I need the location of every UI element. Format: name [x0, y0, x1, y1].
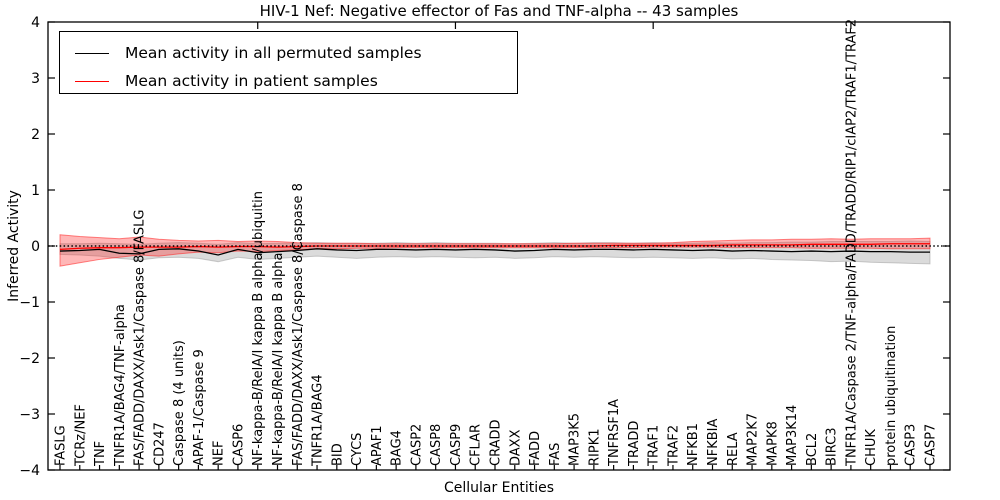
x-tick-label: TRAF2: [666, 425, 681, 467]
permuted-line-sample: [75, 52, 109, 54]
y-tick-label: 4: [31, 15, 40, 31]
x-tick-label: FAS/FADD/DAXX/Ask1/Caspase 8/FASLG: [133, 210, 148, 466]
x-tick-label: DAXX: [508, 429, 523, 466]
x-tick-label: MAPK8: [765, 421, 780, 466]
x-tick-label: MAP2K7: [746, 413, 761, 466]
x-tick-label: NFKB1: [686, 423, 701, 466]
x-tick-label: RIPK1: [587, 428, 602, 466]
x-tick-label: TNFRSF1A: [607, 399, 622, 467]
x-tick-label: FAS/FADD/DAXX/Ask1/Caspase 8/Caspase 8: [291, 183, 306, 466]
x-tick-label: TNFR1A/Caspase 2/TNF-alpha/FADD/TRADD/RI…: [844, 19, 859, 467]
x-tick-label: MAP3K5: [568, 413, 583, 466]
patient-range-band: [59, 234, 931, 267]
chart-title: HIV-1 Nef: Negative effector of Fas and …: [259, 2, 739, 20]
x-tick-label: MAP3K14: [785, 405, 800, 466]
x-tick-label: FAS: [548, 443, 563, 466]
x-tick-label: CASP2: [409, 424, 424, 466]
legend-label-permuted: Mean activity in all permuted samples: [125, 44, 422, 62]
y-tick-label: −4: [19, 463, 40, 479]
legend-item-patient: Mean activity in patient samples: [60, 67, 517, 95]
x-tick-label: FADD: [528, 431, 543, 466]
y-tick-label: 2: [31, 127, 40, 143]
x-tick-label: BAG4: [390, 430, 405, 466]
legend-box: Mean activity in all permuted samples Me…: [59, 31, 518, 94]
x-tick-label: TNF: [93, 441, 108, 467]
x-tick-label: RELA: [726, 432, 741, 466]
x-tick-label: BID: [330, 443, 345, 466]
x-tick-label: CRADD: [489, 420, 504, 467]
x-axis-label: Cellular Entities: [443, 480, 555, 496]
y-axis-label: Inferred Activity: [6, 190, 22, 302]
x-tick-label: Caspase 8 (4 units): [172, 340, 187, 466]
x-tick-label: CD247: [152, 422, 167, 466]
legend-label-patient: Mean activity in patient samples: [125, 72, 378, 90]
x-tick-label: CHUK: [864, 429, 879, 466]
x-tick-label: NF-kappa-B/RelA/I kappa B alpha: [271, 253, 286, 466]
x-tick-label: TNFR1A/BAG4/TNF-alpha: [113, 304, 128, 467]
x-tick-label: BCL2: [805, 433, 820, 466]
x-tick-label: TCRz/NEF: [73, 404, 88, 467]
x-tick-label: NFKBIA: [706, 419, 721, 466]
x-tick-label: APAF1: [370, 425, 385, 466]
y-tick-label: 1: [31, 183, 40, 199]
x-tick-label: TRAF1: [647, 425, 662, 467]
y-tick-label: 3: [31, 71, 40, 87]
x-tick-label: CASP9: [449, 424, 464, 466]
x-tick-label: NEF: [212, 441, 227, 466]
permuted-mean-line: [59, 248, 930, 256]
y-tick-label: −3: [19, 407, 40, 423]
x-tick-label: CASP8: [429, 424, 444, 466]
x-tick-label: FASLG: [54, 425, 69, 466]
x-tick-label: TNFR1A/BAG4: [311, 374, 326, 467]
x-tick-label: CASP7: [924, 424, 939, 466]
patient-mean-line: [59, 243, 930, 251]
x-tick-label: APAF-1/Caspase 9: [192, 349, 207, 466]
y-tick-label: −2: [19, 351, 40, 367]
patient-line-sample: [75, 80, 109, 82]
x-tick-label: TRADD: [627, 421, 642, 467]
y-tick-label: −1: [19, 295, 40, 311]
legend-item-permuted: Mean activity in all permuted samples: [60, 39, 517, 67]
x-tick-label: CYCS: [350, 433, 365, 466]
x-tick-label: CFLAR: [469, 424, 484, 466]
x-tick-label: protein ubiquitination: [884, 326, 899, 466]
x-tick-label: CASP6: [231, 424, 246, 466]
y-tick-label: 0: [31, 239, 40, 255]
x-tick-label: NF-kappa-B/RelA/I kappa B alpha/ubiquiti…: [251, 191, 266, 466]
x-tick-label: CASP3: [904, 424, 919, 466]
x-tick-label: BIRC3: [825, 428, 840, 467]
